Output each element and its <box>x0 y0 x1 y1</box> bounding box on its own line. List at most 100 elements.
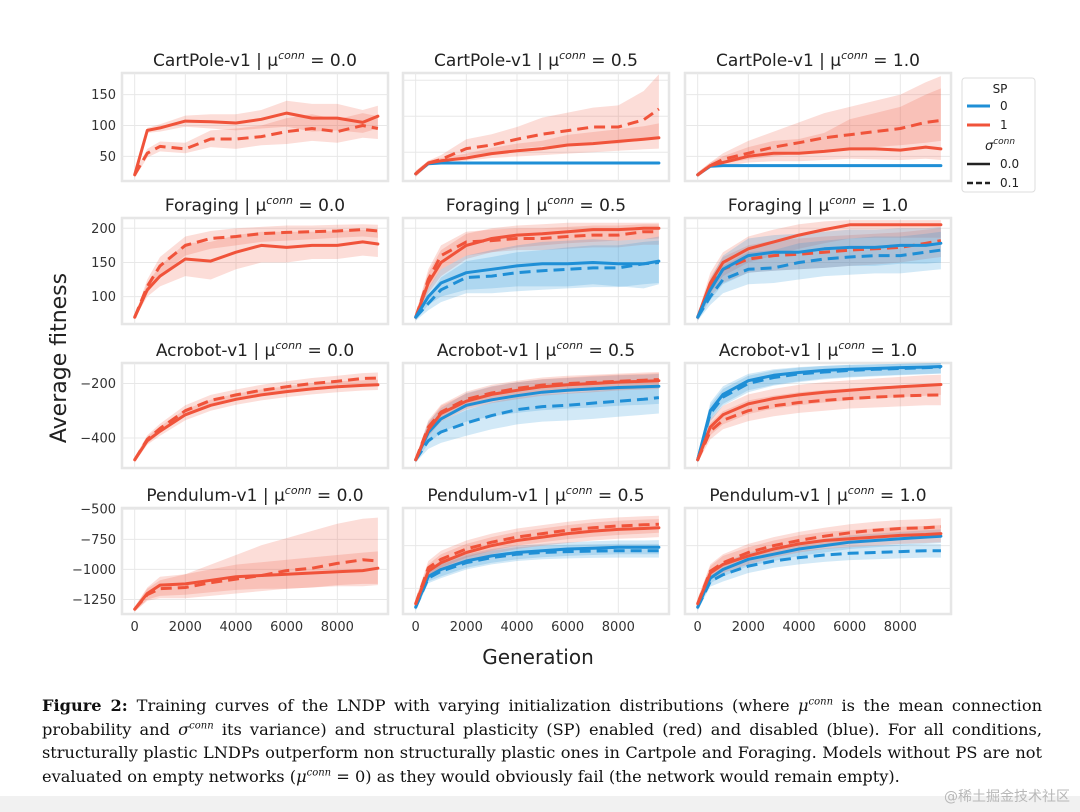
series-line <box>414 226 661 319</box>
series-line <box>696 383 943 462</box>
series-line <box>696 223 943 319</box>
plot-area <box>683 216 953 326</box>
panel-10: −1250 −1000 −750 −500 0 2000 4000 6000 8000 Pendu… <box>72 484 390 635</box>
panel-title-sup: conn <box>266 194 293 207</box>
legend-sigma-item: 0.0 <box>1000 157 1019 171</box>
series-line <box>696 248 942 318</box>
series-line <box>414 107 660 175</box>
confidence-band <box>415 74 659 177</box>
x-tick-label: 8000 <box>321 620 354 635</box>
panel-3: CartPole-v1 | μconn = 1.0 <box>683 49 953 183</box>
panel-title-value: = 0.5 <box>593 486 645 506</box>
legend-sigma-title: σconn <box>985 137 1015 154</box>
panel-title-value: = 0.5 <box>574 196 626 216</box>
panel-title-value: = 0.0 <box>302 341 354 361</box>
panel-title-value: = 0.0 <box>312 486 364 506</box>
panel-5: Foraging | μconn = 0.5 <box>401 194 671 326</box>
confidence-band <box>697 384 941 463</box>
watermark: @稀土掘金技术社区 <box>944 789 1070 805</box>
legend-sigma-symbol: σ <box>985 139 994 154</box>
panel-title-main: Foraging | μ <box>446 196 548 216</box>
series-line <box>414 396 660 461</box>
series-line <box>414 230 659 318</box>
panel-data <box>414 74 661 177</box>
bottom-band <box>0 796 1080 812</box>
confidence-band <box>697 226 941 321</box>
x-axis-label: Generation <box>482 645 594 669</box>
panel-title-value: = 1.0 <box>856 196 908 216</box>
series-line <box>696 241 943 319</box>
series-line <box>133 240 380 319</box>
series-line <box>133 558 379 611</box>
panel-title-sup: conn <box>547 194 574 207</box>
panel-9: Acrobot-v1 | μconn = 1.0 <box>683 339 953 470</box>
panel-title-main: Pendulum-v1 | μ <box>427 486 566 506</box>
panel-title-value: = 0.0 <box>305 51 357 71</box>
x-tick-label: 8000 <box>884 620 917 635</box>
panel-title: Foraging | μconn = 1.0 <box>728 194 908 216</box>
y-tick-label: −500 <box>80 503 116 518</box>
panel-title-sup: conn <box>848 484 875 497</box>
series-line <box>414 378 659 461</box>
confidence-band <box>415 222 659 321</box>
legend-sp-item: 1 <box>1000 118 1008 132</box>
x-tick-label: 4000 <box>500 620 533 635</box>
panel-title-main: Foraging | μ <box>728 196 830 216</box>
series-line <box>696 119 942 177</box>
series-line <box>696 164 943 177</box>
panel-title-main: Pendulum-v1 | μ <box>146 486 285 506</box>
panel-data <box>133 372 380 463</box>
panel-6: Foraging | μconn = 1.0 <box>683 194 953 326</box>
panel-title: CartPole-v1 | μconn = 0.5 <box>434 49 638 71</box>
caption-sigma-symbol: σ <box>178 719 190 739</box>
panel-title: Pendulum-v1 | μconn = 1.0 <box>709 484 926 506</box>
series-line <box>414 526 661 606</box>
confidence-band <box>134 517 378 612</box>
panel-title-value: = 0.5 <box>586 51 638 71</box>
panel-data <box>133 517 380 612</box>
y-tick-label: 50 <box>99 150 116 165</box>
confidence-band <box>697 363 941 463</box>
y-tick-label: 100 <box>91 119 116 134</box>
confidence-band <box>697 363 941 463</box>
caption-conn-superscript-2: conn <box>189 720 214 732</box>
panel-7: −400 −200 Acrobot-v1 | μconn = 0.0 <box>80 339 390 470</box>
panel-title-value: = 1.0 <box>865 341 917 361</box>
panel-data <box>133 100 380 178</box>
series-line <box>696 532 943 606</box>
panel-data <box>696 220 943 321</box>
panel-2: CartPole-v1 | μconn = 0.5 <box>401 49 671 183</box>
confidence-band <box>415 240 659 321</box>
y-axis-label: Average fitness <box>47 273 72 443</box>
panel-title-main: CartPole-v1 | μ <box>716 51 841 71</box>
panel-data <box>414 372 661 463</box>
panel-4: 100 150 200 Foraging | μconn = 0.0 <box>91 194 390 326</box>
series-line <box>696 534 943 609</box>
x-tick-label: 2000 <box>450 620 483 635</box>
panel-title-value: = 1.0 <box>875 486 927 506</box>
confidence-band <box>415 236 659 321</box>
confidence-band <box>415 224 659 321</box>
panel-title-sup: conn <box>838 339 865 352</box>
x-tick-label: 2000 <box>169 620 202 635</box>
panel-data <box>696 76 943 178</box>
y-tick-label: −1250 <box>72 593 116 608</box>
x-tick-label: 6000 <box>833 620 866 635</box>
plot-area <box>683 71 953 183</box>
x-tick-label: 0 <box>412 620 420 635</box>
series-line <box>133 228 379 318</box>
figure-svg: Average fitness Generation 50 100 150 CartP… <box>47 49 1036 669</box>
series-line <box>414 545 661 609</box>
y-tick-label: 150 <box>91 256 116 271</box>
caption-figure-label: Figure 2: <box>42 696 137 715</box>
panel-11: 0 2000 4000 6000 8000 Pendulum-v1 | μconn = 0… <box>401 484 671 635</box>
series-line <box>414 522 659 605</box>
confidence-band <box>415 515 659 609</box>
series-line <box>414 259 661 319</box>
confidence-band <box>697 543 941 611</box>
panel-title-value: = 0.0 <box>293 196 345 216</box>
panel-data <box>696 363 943 463</box>
legend-sp-title: SP <box>993 82 1008 96</box>
panel-title: Acrobot-v1 | μconn = 1.0 <box>719 339 917 361</box>
